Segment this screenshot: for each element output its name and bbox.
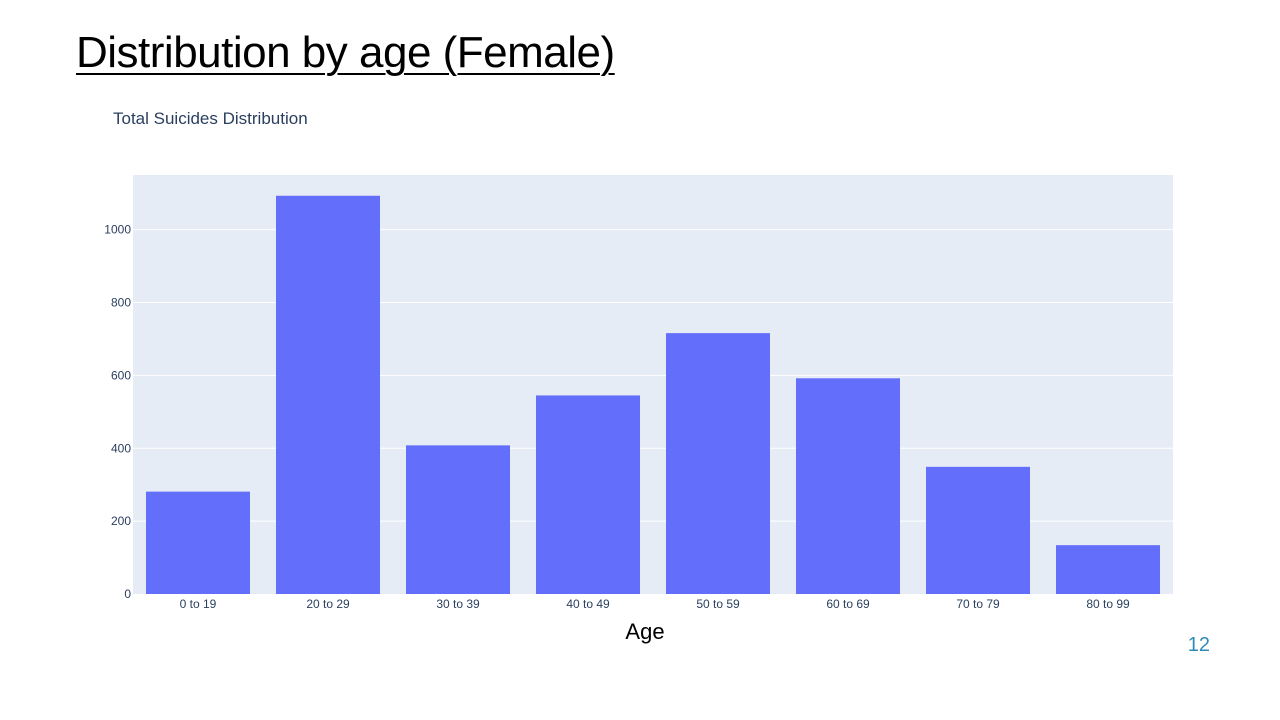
- x-tick-label: 70 to 79: [956, 597, 1000, 611]
- x-tick-label: 80 to 99: [1086, 597, 1130, 611]
- y-tick-label: 200: [111, 514, 131, 528]
- page-number: 12: [1187, 634, 1210, 656]
- bar: [926, 466, 1030, 594]
- bar: [276, 195, 380, 594]
- bar: [796, 378, 900, 594]
- bar: [666, 333, 770, 594]
- bar: [406, 445, 510, 594]
- x-tick-label: 50 to 59: [696, 597, 740, 611]
- y-tick-label: 600: [111, 368, 131, 382]
- y-tick-label: 400: [111, 441, 131, 455]
- y-tick-label: 800: [111, 296, 131, 310]
- y-tick-label: 0: [124, 587, 131, 601]
- bar: [536, 395, 640, 594]
- x-tick-label: 0 to 19: [180, 597, 217, 611]
- chart-title: Total Suicides Distribution: [113, 109, 308, 128]
- x-axis-title: Age: [625, 619, 664, 644]
- x-axis-ticks: 0 to 19 20 to 29 30 to 39 40 to 49 50 to 59 6…: [180, 597, 1130, 611]
- slide-title: Distribution by age (Female): [76, 28, 615, 77]
- x-tick-label: 40 to 49: [566, 597, 610, 611]
- bar: [1056, 545, 1160, 594]
- bars: [146, 195, 1160, 594]
- x-tick-label: 60 to 69: [826, 597, 870, 611]
- x-tick-label: 20 to 29: [306, 597, 350, 611]
- x-tick-label: 30 to 39: [436, 597, 480, 611]
- y-tick-label: 1000: [104, 223, 131, 237]
- y-axis-ticks: 0 200 400 600 800 1000: [104, 223, 131, 601]
- bar: [146, 491, 250, 594]
